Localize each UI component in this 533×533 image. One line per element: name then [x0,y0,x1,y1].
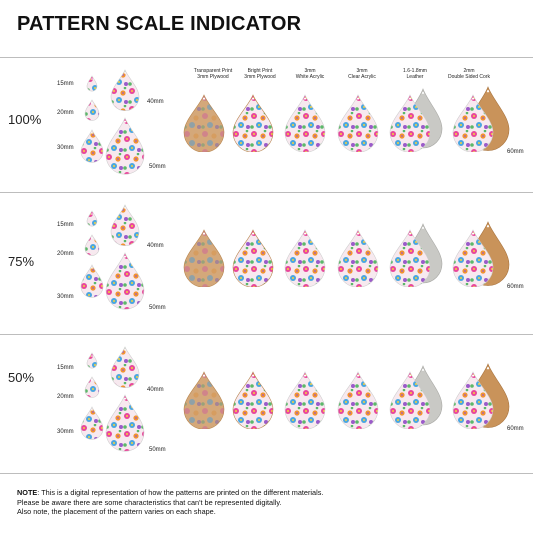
size-label-50mm: 50mm [149,305,166,311]
earring-clear-acrylic [337,94,379,152]
earring-20mm [84,376,100,398]
size-label-15mm: 15mm [57,81,74,87]
scale-band-75 [0,192,533,331]
earring-50mm [105,117,145,175]
size-label-60mm: 60mm [507,149,524,155]
earring-15mm [86,352,98,369]
earring-40mm [110,69,140,111]
page-title: PATTERN SCALE INDICATOR [17,13,302,35]
earring-leather-front [389,94,431,152]
scale-band-50 [0,334,533,474]
earring-40mm [110,346,140,388]
material-label-transparent-plywood: Transparent Print 3mm Plywood [193,68,233,80]
earring-white-acrylic [284,94,326,152]
size-label-40mm: 40mm [147,387,164,393]
size-label-30mm: 30mm [57,294,74,300]
earring-cork-front [452,371,494,429]
earring-leather-front [389,371,431,429]
size-label-15mm: 15mm [57,222,74,228]
earring-50mm [105,394,145,452]
earring-bright-plywood [232,229,274,287]
earring-cork-front [452,94,494,152]
size-label-60mm: 60mm [507,426,524,432]
earring-transparent-plywood [183,371,225,429]
earring-20mm [84,99,100,121]
earring-cork-front [452,229,494,287]
earring-bright-plywood [232,371,274,429]
material-label-clear-acrylic: 3mm Clear Acrylic [348,68,376,80]
earring-white-acrylic [284,229,326,287]
material-label-cork: 2mm Double Sided Cork [448,68,490,80]
size-label-50mm: 50mm [149,447,166,453]
earring-20mm [84,234,100,256]
size-label-60mm: 60mm [507,284,524,290]
earring-50mm [105,252,145,310]
material-label-white-acrylic: 3mm White Acrylic [295,68,325,80]
material-label-leather: 1.6-1.8mm Leather [403,68,427,80]
earring-30mm [80,406,104,440]
scale-label: 50% [8,370,35,385]
earring-transparent-plywood [183,229,225,287]
size-label-30mm: 30mm [57,429,74,435]
earring-bright-plywood [232,94,274,152]
scale-band-100 [0,57,533,196]
size-label-20mm: 20mm [57,110,74,116]
size-label-20mm: 20mm [57,251,74,257]
earring-transparent-plywood [183,94,225,152]
earring-15mm [86,210,98,227]
note-text: NOTE: This is a digital representation o… [17,488,324,516]
earring-40mm [110,204,140,246]
scale-label: 100% [8,112,42,127]
earring-15mm [86,75,98,92]
size-label-40mm: 40mm [147,243,164,249]
earring-30mm [80,129,104,163]
size-label-40mm: 40mm [147,99,164,105]
earring-leather-front [389,229,431,287]
size-label-20mm: 20mm [57,394,74,400]
size-label-15mm: 15mm [57,365,74,371]
scale-label: 75% [8,254,35,269]
earring-30mm [80,264,104,298]
earring-clear-acrylic [337,229,379,287]
material-label-bright-plywood: Bright Print 3mm Plywood [244,68,276,80]
size-label-50mm: 50mm [149,164,166,170]
earring-clear-acrylic [337,371,379,429]
earring-white-acrylic [284,371,326,429]
size-label-30mm: 30mm [57,145,74,151]
